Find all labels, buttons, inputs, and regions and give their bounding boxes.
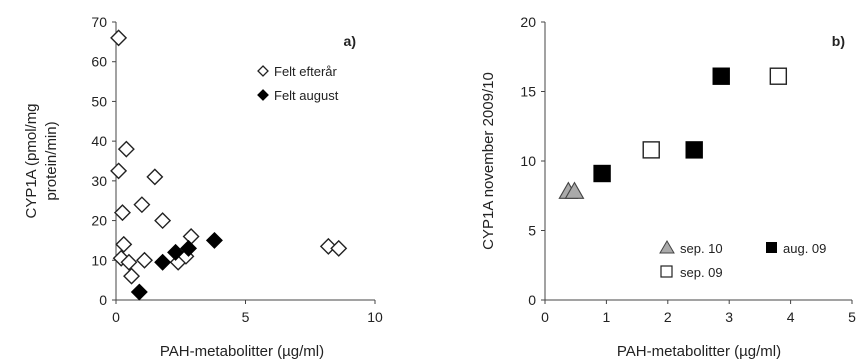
panel-b-x-tick-label: 1 xyxy=(603,309,611,325)
data-point-felt-efter-r xyxy=(182,227,200,245)
data-point-sep-09 xyxy=(642,141,660,159)
panel-a-y-axis-label-line2: protein/min) xyxy=(43,121,60,200)
panel-b-y-tick-label: 15 xyxy=(520,84,536,100)
data-point-felt-efter-r xyxy=(110,162,128,180)
data-point-felt-efter-r xyxy=(136,251,153,269)
data-point-felt-efter-r xyxy=(113,204,131,222)
data-point-felt-efter-r xyxy=(133,196,151,214)
panel-a-legend: Felt efterår Felt august xyxy=(257,64,339,103)
data-point-felt-efter-r xyxy=(120,253,138,271)
panel-b-y-tick-label: 5 xyxy=(528,223,536,239)
legend-marker-sep-09 xyxy=(660,265,673,278)
panel-a-y-tick-label: 60 xyxy=(91,54,107,70)
panel-b-y-tick-label: 20 xyxy=(520,14,536,30)
panel-b-x-tick-label: 2 xyxy=(664,309,672,325)
data-point-aug-09 xyxy=(685,141,703,159)
data-point-felt-efter-r xyxy=(330,239,348,257)
panel-b-label: b) xyxy=(832,33,845,49)
panel-b-x-tick-label: 4 xyxy=(787,309,795,325)
data-point-aug-09 xyxy=(593,164,611,183)
panel-b-x-tick-label: 0 xyxy=(541,309,549,325)
panel-b: 0 5 10 15 20 0 1 2 3 4 5 b) PAH-metabolitter (µg/… xyxy=(480,14,856,360)
panel-a-x-tick-label: 0 xyxy=(112,309,120,325)
panel-a-y-axis-label-line1: CYP1A (pmol/mg xyxy=(23,103,40,218)
panel-a-y-tick-label: 50 xyxy=(91,93,107,109)
data-point-felt-august xyxy=(130,283,148,301)
legend-marker-aug-09 xyxy=(766,242,777,253)
data-point-felt-august xyxy=(180,239,198,257)
legend-label-sep-10: sep. 10 xyxy=(680,241,723,256)
panel-b-y-axis-label: CYP1A november 2009/10 xyxy=(480,72,497,250)
data-point-felt-efter-r xyxy=(115,235,133,253)
legend-marker-sep-10 xyxy=(659,240,675,254)
data-point-felt-efter-r xyxy=(146,168,164,186)
data-point-aug-09 xyxy=(712,67,730,85)
panel-a-x-axis-label: PAH-metabolitter (µg/ml) xyxy=(160,343,324,360)
data-point-felt-efter-r xyxy=(123,267,141,285)
legend-marker-felt-efteraar xyxy=(257,65,269,77)
panel-a: 0 10 20 30 40 50 60 70 0 5 10 a) PAH-metabolitter… xyxy=(23,14,383,360)
panel-b-legend: sep. 10 aug. 09 sep. 09 xyxy=(659,240,826,280)
data-point-felt-efter-r xyxy=(112,249,130,267)
panel-a-x-tick-label: 10 xyxy=(367,309,383,325)
legend-label-felt-efteraar: Felt efterår xyxy=(274,64,338,79)
panel-b-x-tick-label: 3 xyxy=(725,309,733,325)
panel-a-y-tick-label: 30 xyxy=(91,173,107,189)
legend-label-felt-august: Felt august xyxy=(274,88,339,103)
data-point-felt-efter-r xyxy=(110,29,128,47)
data-point-felt-august xyxy=(154,253,172,271)
data-point-felt-efter-r xyxy=(154,212,172,230)
panel-b-x-axis-label: PAH-metabolitter (µg/ml) xyxy=(617,343,781,360)
data-point-sep-09 xyxy=(769,67,788,85)
panel-a-y-tick-label: 40 xyxy=(91,133,107,149)
legend-label-aug-09: aug. 09 xyxy=(783,241,826,256)
panel-a-y-tick-label: 20 xyxy=(91,213,107,229)
legend-label-sep-09: sep. 09 xyxy=(680,265,723,280)
data-point-sep-10 xyxy=(564,181,585,199)
data-point-felt-august xyxy=(205,231,223,249)
panel-b-y-tick-label: 0 xyxy=(528,292,536,308)
panel-a-x-tick-label: 5 xyxy=(242,309,250,325)
panel-a-y-tick-label: 10 xyxy=(91,252,107,268)
data-point-felt-august xyxy=(167,243,185,261)
panel-a-y-tick-label: 0 xyxy=(99,292,107,308)
panel-b-x-tick-label: 5 xyxy=(848,309,856,325)
panel-a-y-tick-label: 70 xyxy=(91,14,107,30)
panel-a-label: a) xyxy=(344,33,356,49)
panel-b-y-tick-label: 10 xyxy=(520,153,536,169)
data-point-felt-efter-r xyxy=(117,140,135,158)
data-point-felt-efter-r xyxy=(319,237,337,255)
legend-marker-felt-august xyxy=(257,89,269,101)
